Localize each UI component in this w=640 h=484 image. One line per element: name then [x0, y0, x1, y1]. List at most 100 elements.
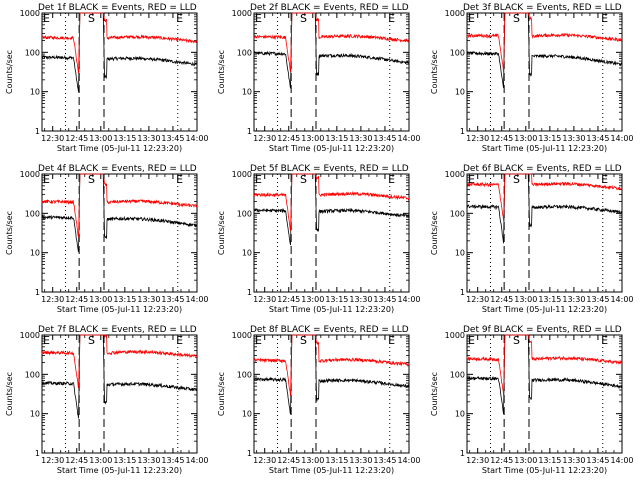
x-tick-label: 12:30: [466, 295, 489, 304]
events-series-line: [466, 334, 623, 415]
marker-label: E: [255, 12, 262, 25]
x-axis-label: Start Time (05-Jul-11 12:23:20): [57, 466, 182, 475]
x-tick-label: 13:45: [586, 456, 609, 465]
x-tick-label: 13:15: [325, 456, 348, 465]
y-tick-label: 1000: [445, 331, 465, 340]
y-axis-label: Counts/sec: [5, 50, 14, 94]
y-axis-label: Counts/sec: [430, 50, 439, 94]
y-tick-label: 100: [237, 48, 252, 57]
x-tick-label: 14:00: [185, 134, 208, 143]
x-tick-label: 12:30: [466, 456, 489, 465]
x-tick-label: 12:45: [490, 456, 513, 465]
x-tick-label: 13:30: [349, 456, 372, 465]
marker-label: S: [513, 334, 520, 347]
plot-frame: [41, 173, 198, 293]
x-tick-label: 14:00: [185, 295, 208, 304]
plot-frame: [466, 334, 623, 454]
x-tick-label: 13:15: [113, 295, 136, 304]
y-tick-label: 1000: [20, 9, 40, 18]
x-tick-label: 12:45: [65, 134, 88, 143]
lld-series-line: [253, 12, 410, 72]
x-tick-label: 12:45: [490, 134, 513, 143]
x-tick-label: 12:45: [65, 456, 88, 465]
x-tick-label: 12:30: [41, 134, 64, 143]
lld-series-line: [41, 12, 198, 74]
y-tick-label: 1: [460, 449, 465, 458]
detector-panel-3: Det 3f BLACK = Events, RED = LLD 1 10 100 10…: [430, 3, 634, 153]
events-series-line: [253, 334, 410, 415]
x-tick-label: 13:45: [586, 134, 609, 143]
x-tick-label: 13:45: [161, 134, 184, 143]
y-tick-label: 1000: [232, 170, 252, 179]
y-tick-label: 10: [30, 410, 40, 419]
panel-title: Det 2f BLACK = Events, RED = LLD: [250, 3, 409, 13]
x-axis-label: Start Time (05-Jul-11 12:23:20): [57, 305, 182, 314]
x-axis-label: Start Time (05-Jul-11 12:23:20): [482, 466, 607, 475]
marker-label: S: [300, 334, 307, 347]
x-tick-label: 13:45: [161, 456, 184, 465]
x-axis-label: Start Time (05-Jul-11 12:23:20): [482, 305, 607, 314]
marker-label: E: [468, 173, 475, 186]
events-series-line: [253, 12, 410, 89]
panel-title: Det 8f BLACK = Events, RED = LLD: [250, 325, 409, 335]
x-tick-label: 13:30: [562, 456, 585, 465]
x-tick-label: 13:00: [514, 134, 537, 143]
marker-label: E: [176, 334, 183, 347]
x-tick-label: 13:15: [113, 134, 136, 143]
y-tick-label: 100: [450, 370, 465, 379]
x-tick-label: 12:45: [490, 295, 513, 304]
panel-title: Det 9f BLACK = Events, RED = LLD: [463, 325, 622, 335]
detector-panel-7: Det 7f BLACK = Events, RED = LLD 1 10 100 10…: [5, 325, 209, 475]
plot-frame: [466, 12, 623, 132]
marker-label: E: [176, 12, 183, 25]
y-axis-label: Counts/sec: [217, 211, 226, 255]
x-axis-label: Start Time (05-Jul-11 12:23:20): [269, 144, 394, 153]
marker-label: E: [388, 12, 395, 25]
y-tick-label: 100: [450, 48, 465, 57]
y-tick-label: 100: [25, 370, 40, 379]
y-tick-label: 100: [237, 209, 252, 218]
y-tick-label: 100: [450, 209, 465, 218]
lld-series-line: [41, 334, 198, 389]
plot-frame: [41, 12, 198, 132]
x-tick-label: 13:30: [137, 134, 160, 143]
panel-title: Det 1f BLACK = Events, RED = LLD: [38, 3, 197, 13]
y-tick-label: 1: [460, 288, 465, 297]
events-series-line: [253, 173, 410, 246]
x-tick-label: 14:00: [610, 295, 633, 304]
detector-panel-4: Det 4f BLACK = Events, RED = LLD 1 10 100 10…: [5, 164, 209, 314]
y-tick-label: 1: [35, 288, 40, 297]
x-tick-label: 13:30: [137, 456, 160, 465]
x-tick-label: 12:30: [253, 295, 276, 304]
x-tick-label: 13:15: [325, 295, 348, 304]
y-tick-label: 1: [35, 127, 40, 136]
x-tick-label: 14:00: [610, 456, 633, 465]
panel-title: Det 3f BLACK = Events, RED = LLD: [463, 3, 622, 13]
y-tick-label: 1000: [232, 331, 252, 340]
y-axis-label: Counts/sec: [217, 372, 226, 416]
plot-frame: [466, 173, 623, 293]
y-tick-label: 1: [247, 449, 252, 458]
marker-label: S: [300, 12, 307, 25]
events-series-line: [41, 173, 198, 252]
plot-frame: [253, 173, 410, 293]
x-tick-label: 13:15: [538, 456, 561, 465]
x-tick-label: 13:00: [514, 295, 537, 304]
y-tick-label: 100: [25, 209, 40, 218]
x-tick-label: 12:30: [41, 456, 64, 465]
x-tick-label: 14:00: [185, 456, 208, 465]
x-tick-label: 13:00: [301, 456, 324, 465]
x-tick-label: 12:45: [65, 295, 88, 304]
x-tick-label: 14:00: [397, 456, 420, 465]
y-tick-label: 100: [25, 48, 40, 57]
lld-series-line: [466, 12, 623, 73]
y-tick-label: 10: [30, 249, 40, 258]
marker-label: E: [468, 334, 475, 347]
y-axis-label: Counts/sec: [430, 211, 439, 255]
panel-title: Det 4f BLACK = Events, RED = LLD: [38, 164, 197, 174]
y-tick-label: 10: [242, 410, 252, 419]
y-tick-label: 100: [237, 370, 252, 379]
marker-label: E: [388, 173, 395, 186]
marker-label: E: [176, 173, 183, 186]
